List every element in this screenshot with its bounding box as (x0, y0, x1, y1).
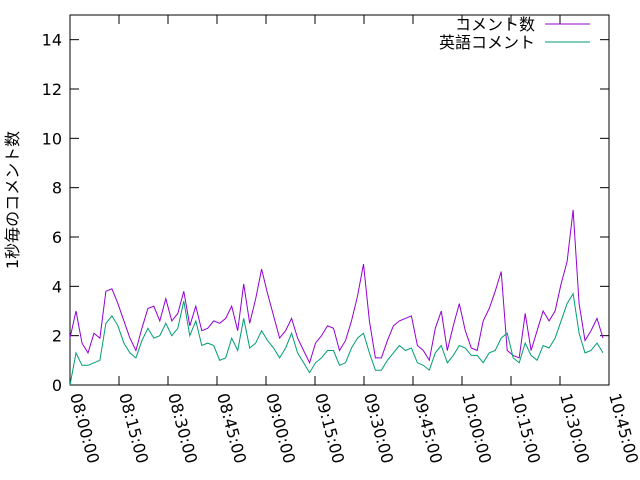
y-tick-label: 6 (52, 228, 62, 247)
x-tick-label: 08:15:00 (115, 391, 152, 465)
y-axis: 0 2 4 6 8 10 12 14 (42, 31, 609, 395)
x-tick-label: 10:15:00 (507, 391, 544, 465)
x-tick-label: 08:00:00 (66, 391, 103, 465)
x-tick-label: 10:45:00 (605, 391, 640, 465)
x-tick-label: 10:30:00 (556, 391, 593, 465)
y-axis-label: 1秒毎のコメント数 (3, 131, 22, 269)
x-axis: 08:00:00 08:15:00 08:30:00 08:45:00 09:00:00… (66, 15, 640, 465)
x-tick-label: 10:00:00 (458, 391, 495, 465)
x-tick-label: 09:30:00 (360, 391, 397, 465)
y-tick-label: 0 (52, 376, 62, 395)
y-tick-label: 12 (42, 80, 62, 99)
series-line-1 (69, 292, 604, 386)
series-layer (69, 209, 604, 386)
legend-label: コメント数 (455, 15, 535, 34)
x-tick-label: 09:45:00 (409, 391, 446, 465)
x-tick-label: 08:45:00 (213, 391, 250, 465)
series-line-0 (69, 209, 604, 365)
y-tick-label: 2 (52, 327, 62, 346)
y-tick-label: 8 (52, 179, 62, 198)
x-tick-label: 09:15:00 (311, 391, 348, 465)
y-tick-label: 4 (52, 277, 62, 296)
y-tick-label: 14 (42, 31, 62, 50)
y-tick-label: 10 (42, 129, 62, 148)
plot-frame (69, 14, 610, 386)
x-tick-label: 08:30:00 (164, 391, 201, 465)
x-tick-label: 09:00:00 (262, 391, 299, 465)
legend-label: 英語コメント (439, 33, 535, 52)
